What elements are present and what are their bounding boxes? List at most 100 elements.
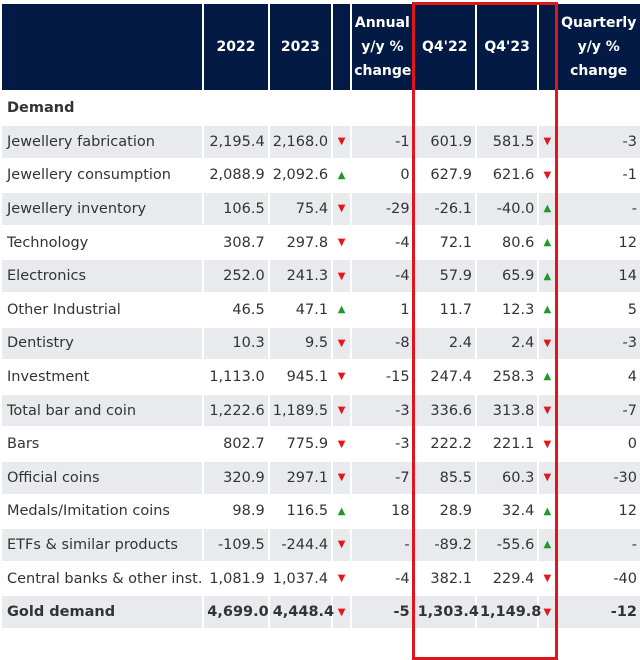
quarterly-change: -30: [557, 461, 640, 494]
row-label: Dentistry: [2, 327, 203, 360]
quarterly-arrow: ▲: [539, 193, 556, 225]
value-q4-22: 627.9: [430, 167, 472, 184]
header-arrow-quarterly: [539, 4, 556, 90]
value-q4-22: 336.6: [414, 394, 475, 427]
value-2023: 1,189.5: [269, 394, 332, 427]
value-2022: 1,081.9: [209, 570, 265, 587]
value-2023: 297.8: [286, 234, 329, 251]
row-label: Investment: [7, 368, 90, 385]
quarterly-change: -: [557, 529, 640, 561]
value-2023: 75.4: [269, 193, 332, 225]
triangle-down-icon: ▼: [337, 472, 346, 484]
value-q4-23: 65.9: [476, 260, 538, 292]
annual-change: -3: [352, 394, 413, 427]
triangle-down-icon: ▼: [337, 337, 346, 349]
value-q4-23: 229.4: [492, 570, 535, 587]
quarterly-arrow: ▲: [539, 496, 555, 528]
quarterly-arrow: ▼: [539, 126, 556, 158]
table-row: Investment 1,113.0 945.1 ▼ -15 247.4 258.3 ▲ 4: [2, 361, 640, 393]
quarterly-change: -3: [557, 126, 640, 158]
section-title: Demand: [2, 92, 640, 124]
value-q4-22: 28.9: [439, 503, 472, 520]
annual-arrow: ▼: [333, 529, 351, 561]
value-q4-23: -55.6: [476, 529, 538, 561]
quarterly-change: -12: [557, 596, 640, 628]
annual-change: 0: [400, 167, 410, 184]
annual-arrow: ▼: [333, 227, 350, 259]
header-row: 2022 2023 Annual y/y % change Q4'22 Q4'2…: [2, 4, 640, 90]
value-q4-22: 247.4: [430, 368, 472, 385]
table-row: ETFs & similar products -109.5 -244.4 ▼ - -89…: [2, 529, 640, 561]
table-row: Electronics 252.0 241.3 ▼ -4 57.9 65.9 ▲ 14: [2, 260, 640, 292]
value-2023: 2,168.0: [269, 126, 332, 158]
quarterly-change: 4: [627, 368, 637, 385]
value-2023: 297.1: [269, 461, 332, 494]
value-2022: 46.5: [232, 301, 265, 318]
annual-arrow: ▼: [333, 327, 351, 360]
triangle-up-icon: ▲: [337, 505, 346, 517]
value-2023: 1,037.4: [272, 570, 329, 587]
value-2022: 308.7: [223, 234, 265, 251]
value-q4-23: 1,149.8: [476, 596, 541, 628]
quarterly-arrow: ▲: [539, 529, 556, 561]
triangle-down-icon: ▼: [337, 438, 346, 450]
header-q4-23: Q4'23: [476, 4, 538, 90]
annual-arrow: ▼: [333, 126, 351, 158]
table-row: Other Industrial 46.5 47.1 ▲ 1 11.7 12.3 ▲ 5: [2, 294, 640, 326]
table-row: Official coins 320.9 297.1 ▼ -7 85.5 60.3 ▼ -30: [2, 461, 640, 494]
value-q4-22: -26.1: [414, 193, 475, 225]
annual-change: -8: [352, 327, 413, 360]
table-row: Bars 802.7 775.9 ▼ -3 222.2 221.1 ▼ 0: [2, 428, 640, 460]
annual-change: -7: [352, 461, 413, 494]
value-q4-23: -40.0: [476, 193, 538, 225]
annual-change: 18: [391, 503, 410, 520]
annual-change: -4: [395, 234, 410, 251]
value-2022: -109.5: [204, 529, 268, 561]
header-label: [2, 4, 203, 90]
triangle-up-icon: ▲: [543, 505, 552, 517]
quarterly-change: 12: [618, 503, 637, 520]
value-q4-22: 2.4: [414, 327, 475, 360]
triangle-down-icon: ▼: [543, 405, 552, 417]
triangle-up-icon: ▲: [543, 203, 552, 215]
annual-arrow: ▼: [333, 428, 350, 460]
value-q4-22: 85.5: [414, 461, 475, 494]
value-q4-22: 72.1: [439, 234, 472, 251]
value-2022: 252.0: [204, 260, 268, 292]
annual-change: -1: [352, 126, 413, 158]
quarterly-arrow: ▼: [539, 563, 555, 595]
annual-arrow: ▼: [333, 394, 351, 427]
table-row: Total bar and coin 1,222.6 1,189.5 ▼ -3 336.6…: [2, 394, 640, 427]
annual-arrow: ▲: [333, 496, 350, 528]
triangle-down-icon: ▼: [337, 606, 346, 618]
triangle-up-icon: ▲: [337, 304, 346, 316]
value-2022: 106.5: [204, 193, 268, 225]
quarterly-arrow: ▲: [539, 227, 555, 259]
row-label: Jewellery inventory: [2, 193, 203, 225]
table-row: Jewellery consumption 2,088.9 2,092.6 ▲ 0 627…: [2, 160, 640, 192]
value-2023: 4,448.4: [269, 596, 334, 628]
triangle-up-icon: ▲: [337, 169, 346, 181]
value-2023: 47.1: [295, 301, 329, 318]
value-q4-23: 12.3: [502, 301, 535, 318]
row-label: Bars: [7, 436, 40, 453]
triangle-down-icon: ▼: [543, 573, 552, 585]
annual-change: -15: [385, 368, 410, 385]
triangle-down-icon: ▼: [337, 539, 346, 551]
quarterly-arrow: ▼: [539, 327, 556, 360]
value-2023: 9.5: [269, 327, 332, 360]
annual-change: -4: [395, 570, 410, 587]
annual-arrow: ▼: [333, 596, 351, 628]
value-q4-22: 601.9: [414, 126, 475, 158]
header-2023: 2023: [269, 4, 332, 90]
triangle-up-icon: ▲: [543, 270, 552, 282]
triangle-down-icon: ▼: [337, 573, 346, 585]
value-2023: -244.4: [269, 529, 332, 561]
value-q4-23: 621.6: [492, 167, 535, 184]
quarterly-change: -7: [557, 394, 640, 427]
triangle-down-icon: ▼: [337, 203, 346, 215]
value-q4-23: 32.4: [502, 503, 535, 520]
triangle-down-icon: ▼: [543, 606, 552, 618]
header-q4-22: Q4'22: [414, 4, 475, 90]
triangle-down-icon: ▼: [337, 237, 346, 249]
